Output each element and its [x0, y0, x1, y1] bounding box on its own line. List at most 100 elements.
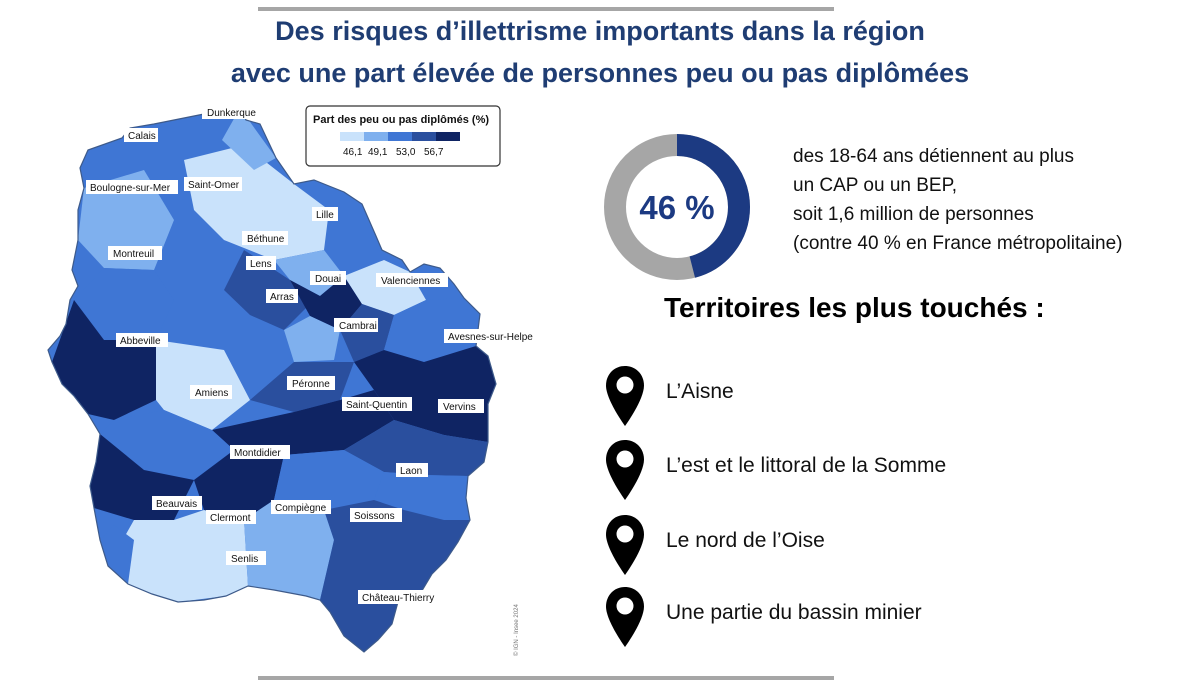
- city-label-text: Saint-Omer: [188, 180, 240, 191]
- city-label-saint-quentin: Saint-Quentin: [342, 397, 412, 411]
- territories-heading: Territoires les plus touchés :: [664, 292, 1045, 323]
- city-label-text: Béthune: [247, 234, 285, 245]
- legend-swatch-4: [412, 132, 436, 141]
- map-area-boulogne: [78, 170, 174, 270]
- city-label-text: Montdidier: [234, 448, 281, 459]
- city-label-beauvais: Beauvais: [152, 496, 202, 510]
- city-label-senlis: Senlis: [226, 551, 266, 565]
- city-label-text: Avesnes-sur-Helpe: [448, 332, 533, 343]
- stat-donut: 46 %: [604, 134, 750, 280]
- territory-label: Le nord de l’Oise: [666, 529, 825, 552]
- map-area-oise-west: [100, 525, 134, 584]
- city-label-douai: Douai: [310, 271, 346, 285]
- map-area-mining-basin: [290, 276, 362, 330]
- legend-swatch-1: [340, 132, 364, 141]
- map-area-montdidier: [194, 450, 284, 520]
- stat-value: 46 %: [639, 189, 714, 226]
- city-label-text: Dunkerque: [207, 108, 256, 119]
- city-label-vervins: Vervins: [438, 399, 484, 413]
- legend-break-2: 49,1: [368, 147, 388, 158]
- city-label-soissons: Soissons: [350, 508, 402, 522]
- city-label-text: Soissons: [354, 511, 395, 522]
- city-label-text: Montreuil: [113, 249, 154, 260]
- city-label-dunkerque: Dunkerque: [202, 105, 260, 119]
- legend-break-4: 56,7: [424, 147, 444, 158]
- map-area-aisne-north: [354, 346, 496, 442]
- legend-break-3: 53,0: [396, 147, 416, 158]
- map-city-labels: Dunkerque Calais Boulogne-sur-Mer Saint-…: [86, 105, 534, 604]
- city-label-text: Compiègne: [275, 503, 327, 514]
- city-label-abbeville: Abbeville: [116, 333, 168, 347]
- map-area-arras: [284, 316, 340, 362]
- city-label-text: Lille: [316, 210, 334, 221]
- city-label-bethune: Béthune: [242, 231, 288, 245]
- city-label-text: Saint-Quentin: [346, 400, 407, 411]
- map-area-dunkerque: [222, 108, 276, 170]
- city-label-text: Château-Thierry: [362, 593, 434, 604]
- territory-item: L’Aisne: [604, 364, 1104, 428]
- city-label-cambrai: Cambrai: [334, 318, 378, 332]
- city-label-saint-omer: Saint-Omer: [184, 177, 242, 191]
- city-label-clermont: Clermont: [206, 510, 256, 524]
- city-label-peronne: Péronne: [287, 376, 335, 390]
- city-label-avesnes: Avesnes-sur-Helpe: [444, 329, 534, 343]
- territory-label: L’Aisne: [666, 380, 734, 403]
- legend-swatch-3: [388, 132, 412, 141]
- map-credit: © IGN - Insee 2024: [513, 604, 520, 656]
- top-divider: [258, 7, 834, 11]
- stat-line: un CAP ou un BEP,: [793, 175, 958, 196]
- city-label-text: Calais: [128, 131, 156, 142]
- city-label-text: Lens: [250, 259, 272, 270]
- map-area-somme-south: [100, 410, 234, 480]
- map-area-montreuil: [74, 268, 174, 340]
- city-label-amiens: Amiens: [190, 385, 232, 399]
- legend-swatch-2: [364, 132, 388, 141]
- city-label-text: Laon: [400, 466, 422, 477]
- city-label-montdidier: Montdidier: [230, 445, 290, 459]
- city-label-text: Clermont: [210, 513, 251, 524]
- territory-label: Une partie du bassin minier: [666, 601, 922, 624]
- page-title-line-2: avec une part élevée de personnes peu ou…: [230, 58, 970, 88]
- map-area-compiegne: [274, 450, 384, 510]
- bottom-divider: [258, 676, 834, 680]
- city-label-laon: Laon: [396, 463, 428, 477]
- city-label-calais: Calais: [124, 128, 158, 142]
- city-label-text: Amiens: [195, 388, 228, 399]
- stat-line: des 18-64 ans détiennent au plus: [793, 146, 1074, 167]
- map-area-chateau-thierry: [320, 500, 470, 652]
- city-label-text: Beauvais: [156, 499, 197, 510]
- city-label-text: Cambrai: [339, 321, 377, 332]
- map-pin-icon: [606, 440, 644, 500]
- city-label-valenciennes: Valenciennes: [376, 273, 448, 287]
- territory-item: L’est et le littoral de la Somme: [604, 438, 1104, 502]
- city-label-lille: Lille: [312, 207, 338, 221]
- map-pin-icon: [606, 515, 644, 575]
- city-label-compiegne: Compiègne: [271, 500, 331, 514]
- territory-label: L’est et le littoral de la Somme: [666, 454, 947, 477]
- map-pin-icon: [606, 587, 644, 647]
- city-label-arras: Arras: [266, 289, 298, 303]
- page-title-line-1: Des risques d’illettrisme importants dan…: [275, 16, 925, 46]
- city-label-text: Abbeville: [120, 336, 161, 347]
- city-label-boulogne: Boulogne-sur-Mer: [86, 180, 178, 194]
- stat-line: soit 1,6 million de personnes: [793, 204, 1034, 225]
- city-label-text: Arras: [270, 292, 294, 303]
- city-label-text: Douai: [315, 274, 341, 285]
- map-area-oise-south: [244, 500, 334, 600]
- stat-line: (contre 40 % en France métropolitaine): [793, 233, 1123, 254]
- legend-title: Part des peu ou pas diplômés (%): [313, 114, 489, 126]
- map-pin-icon: [606, 366, 644, 426]
- legend-swatch-5: [436, 132, 460, 141]
- city-label-text: Valenciennes: [381, 276, 440, 287]
- stat-description: des 18-64 ans détiennent au plus un CAP …: [793, 142, 1123, 258]
- city-label-lens: Lens: [246, 256, 276, 270]
- map-legend: Part des peu ou pas diplômés (%) 46,1 49…: [305, 105, 501, 167]
- map-area-avesnes: [384, 298, 480, 362]
- map-area-somme-coast: [52, 300, 156, 420]
- city-label-chateau-thierry: Château-Thierry: [358, 590, 440, 604]
- territory-item: Une partie du bassin minier: [604, 585, 1104, 649]
- donut-arc: [604, 134, 750, 280]
- territory-item: Le nord de l’Oise: [604, 513, 1104, 577]
- map-area-laon: [344, 420, 488, 476]
- legend-break-1: 46,1: [343, 147, 363, 158]
